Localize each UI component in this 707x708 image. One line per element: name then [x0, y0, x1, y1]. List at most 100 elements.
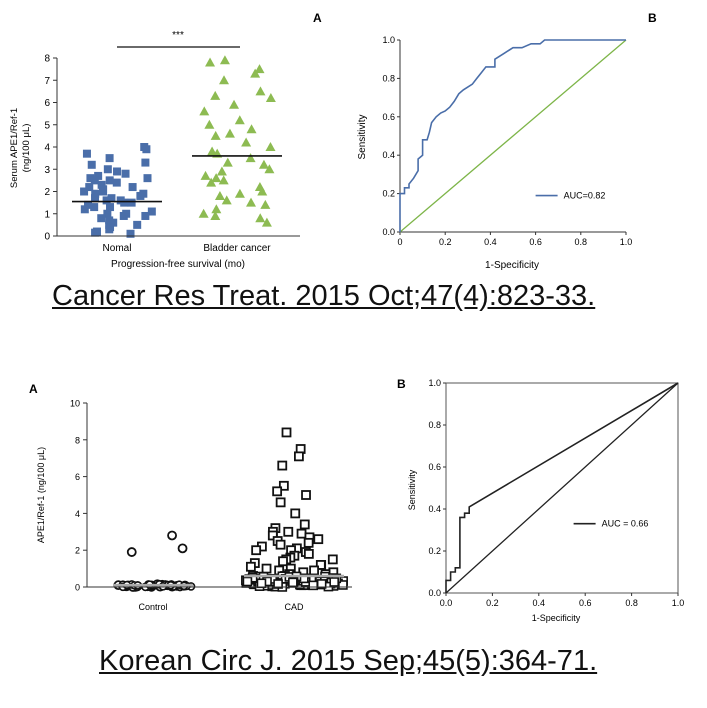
data-point-nomal: [103, 165, 112, 174]
citation-korean-circ-j: Korean Circ J. 2015 Sep;45(5):364-71.: [99, 645, 598, 677]
data-point-cad: [329, 577, 339, 587]
data-point-cad: [309, 565, 319, 576]
y-tick-label: 6: [75, 472, 80, 482]
data-point-cad: [288, 577, 298, 588]
roc-plot-bladder: B Sensitivity 1-Specificity 0.0 0.2 0.4 0.6…: [357, 11, 657, 271]
data-point-bladder-cancer: [246, 197, 257, 207]
data-point-bladder-cancer: [205, 57, 216, 67]
citation-cancer-res-treat: Cancer Res Treat. 2015 Oct;47(4):823-33.: [52, 280, 596, 312]
y-tick-label: 0.4: [428, 504, 441, 514]
data-point-nomal: [85, 183, 94, 192]
data-point-cad: [296, 528, 307, 539]
data-point-bladder-cancer: [246, 124, 257, 134]
data-point-bladder-cancer: [234, 115, 245, 125]
data-point-nomal: [97, 214, 106, 223]
x-axis-label: Progression-free survival (mo): [111, 259, 245, 270]
data-point-nomal: [105, 225, 114, 234]
y-tick-label: 1.0: [382, 35, 395, 45]
x-tick-label-nomal: Nomal: [103, 243, 132, 254]
data-point-bladder-cancer: [219, 75, 230, 85]
roc-plot-cad: B Sensitivity 1-Specificity 0.0 0.2 0.4 0.6…: [397, 377, 684, 623]
data-point-bladder-cancer: [234, 188, 245, 198]
data-point-bladder-cancer: [265, 142, 276, 151]
y-tick-label: 7: [44, 76, 50, 87]
data-point-cad: [273, 579, 283, 589]
x-tick-label: 0.2: [439, 237, 452, 247]
data-point-bladder-cancer: [222, 157, 233, 167]
data-point-bladder-cancer: [206, 177, 217, 187]
y-tick-label: 0.8: [428, 420, 441, 430]
data-point-control: [167, 530, 177, 541]
data-point-control: [177, 543, 188, 554]
data-point-nomal: [94, 171, 103, 180]
y-tick-label: 0.8: [382, 73, 395, 83]
x-tick-label: 0: [397, 237, 402, 247]
data-point-cad: [316, 579, 327, 589]
data-point-nomal: [141, 158, 150, 167]
y-tick-label: 0.2: [382, 189, 395, 199]
data-point-bladder-cancer: [261, 217, 272, 227]
data-point-cad: [278, 480, 289, 491]
roc-curve: [445, 382, 679, 593]
data-point-bladder-cancer: [257, 186, 268, 196]
data-point-nomal: [80, 205, 89, 214]
data-point-cad: [299, 519, 310, 530]
y-tick-label: 0.2: [428, 546, 441, 556]
data-point-bladder-cancer: [210, 90, 221, 100]
y-tick-label: 10: [70, 399, 80, 409]
plot-frame: [445, 382, 679, 594]
data-point-bladder-cancer: [200, 170, 211, 180]
panel-label-a: A: [29, 382, 38, 396]
data-point-cad: [294, 451, 304, 462]
data-point-nomal: [142, 145, 151, 154]
data-point-nomal: [91, 228, 100, 237]
data-point-bladder-cancer: [221, 195, 232, 205]
data-point-nomal: [113, 167, 122, 176]
data-point-cad: [272, 486, 283, 497]
panel-label-a: A: [313, 11, 322, 25]
legend-label: AUC = 0.66: [602, 519, 649, 529]
data-point-cad: [303, 537, 314, 548]
y-tick-label: 8: [75, 435, 80, 445]
x-tick-label: 0.8: [575, 237, 588, 247]
data-point-cad: [283, 526, 294, 537]
data-point-nomal: [136, 191, 145, 200]
data-point-nomal: [86, 174, 95, 183]
data-point-cad: [313, 534, 324, 545]
data-point-nomal: [128, 183, 137, 192]
y-tick-label: 0.0: [428, 588, 441, 598]
x-tick-label: 0.2: [486, 598, 499, 608]
y-axis-label: Sensitivity: [357, 114, 368, 159]
data-point-bladder-cancer: [265, 93, 276, 103]
data-point-cad: [301, 490, 311, 500]
data-point-cad: [327, 554, 338, 565]
data-point-nomal: [120, 198, 129, 207]
data-point-bladder-cancer: [258, 159, 269, 169]
figure-canvas: A *** Serum APE1/Ref-1 (ng/100 μL) Progr…: [9, 11, 684, 623]
y-tick-label: 4: [44, 143, 50, 154]
data-point-bladder-cancer: [207, 146, 218, 156]
data-point-bladder-cancer: [210, 210, 221, 220]
data-point-cad: [278, 556, 288, 567]
panel-label-b: B: [397, 377, 406, 391]
data-point-nomal: [99, 187, 108, 196]
y-tick-label: 8: [44, 54, 50, 65]
data-point-nomal: [147, 207, 156, 216]
data-point-bladder-cancer: [229, 99, 240, 109]
data-point-cad: [245, 561, 256, 572]
data-point-nomal: [127, 198, 136, 207]
y-tick-label: 1.0: [428, 378, 441, 388]
data-point-bladder-cancer: [224, 128, 235, 138]
data-point-bladder-cancer: [255, 86, 266, 96]
data-point-nomal: [121, 169, 130, 178]
x-tick-label: 0.8: [625, 598, 638, 608]
data-point-cad: [242, 576, 253, 587]
x-axis-label: 1-Specificity: [485, 260, 539, 271]
y-tick-label: 5: [44, 120, 50, 131]
x-tick-label: 1.0: [620, 237, 633, 247]
x-tick-label: 0.4: [533, 598, 546, 608]
data-point-cad: [275, 497, 286, 508]
data-point-bladder-cancer: [219, 55, 230, 65]
data-point-nomal: [84, 200, 93, 209]
y-tick-label: 4: [75, 509, 80, 519]
